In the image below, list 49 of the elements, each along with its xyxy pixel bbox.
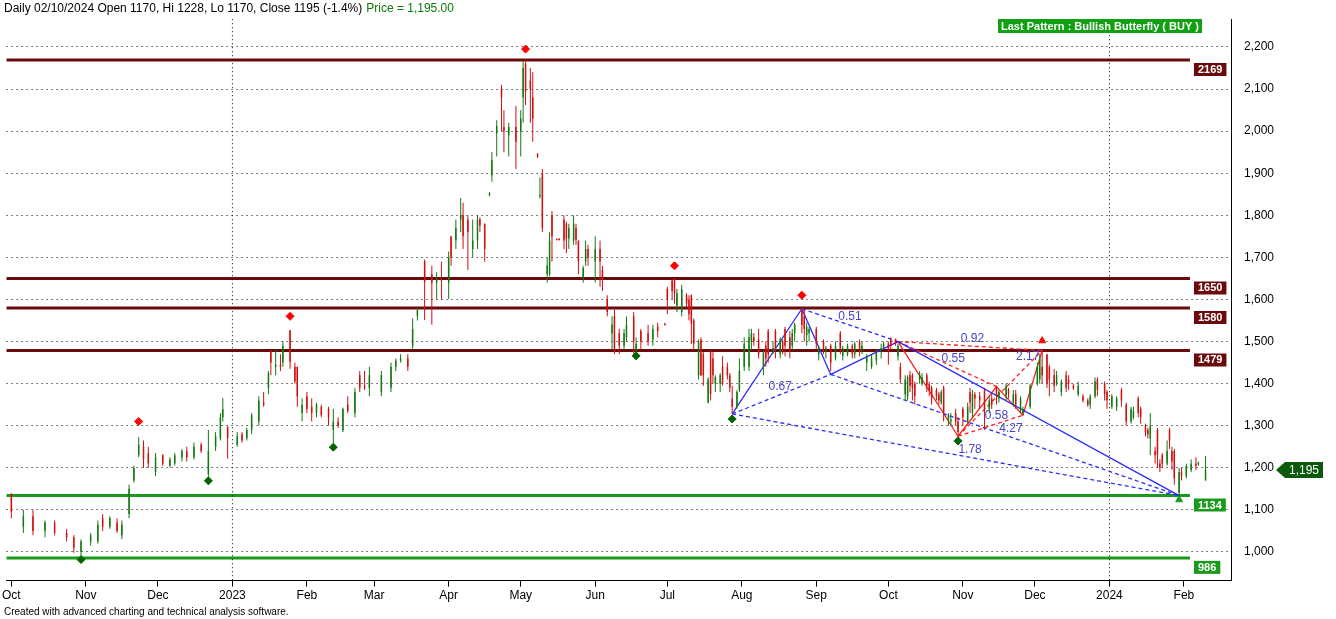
annotation: 0.67 <box>768 378 793 393</box>
x-tick-label: Oct <box>879 588 899 603</box>
annotation: 1.78 <box>958 441 983 456</box>
ref-line-label: 1479 <box>1197 353 1223 366</box>
x-tick-label: Aug <box>731 588 753 603</box>
x-tick-label: Oct <box>2 588 22 603</box>
x-tick-label: Nov <box>75 588 97 603</box>
y-tick-label: 2,000 <box>1243 123 1275 138</box>
x-tick-label: Apr <box>439 588 459 603</box>
x-tick-label: Feb <box>1173 588 1195 603</box>
chart-subtitle: Price = 1,195.00 <box>366 1 455 16</box>
y-tick-label: 1,800 <box>1243 207 1275 222</box>
annotation: 0.51 <box>838 309 862 324</box>
annotation: Last Pattern : Bullish Butterfly ( BUY ) <box>1001 19 1200 32</box>
annotation: 2.17 <box>1016 349 1040 364</box>
y-tick-label: 1,300 <box>1243 418 1275 433</box>
y-tick-label: 1,400 <box>1243 375 1275 390</box>
y-tick-label: 1,700 <box>1243 249 1275 264</box>
x-tick-label: Dec <box>1024 588 1046 603</box>
text: 1,195 <box>1288 462 1320 477</box>
x-tick-label: Mar <box>363 588 385 603</box>
ref-line-label: 986 <box>1197 560 1217 573</box>
y-tick-label: 1,000 <box>1243 544 1275 559</box>
annotation: 0.58 <box>984 407 1009 422</box>
x-tick-label: Jul <box>659 588 675 603</box>
y-tick-label: 2,200 <box>1243 39 1275 54</box>
y-tick-label: 1,600 <box>1243 291 1275 306</box>
y-tick-label: 1,100 <box>1243 502 1275 517</box>
x-tick-label: Dec <box>147 588 169 603</box>
x-tick-label: Nov <box>952 588 974 603</box>
ref-line-label: 1134 <box>1197 498 1223 511</box>
y-tick-label: 1,200 <box>1243 460 1275 475</box>
annotation: 0.55 <box>941 351 966 366</box>
x-tick-label: Jun <box>585 588 605 603</box>
annotation: 4.27 <box>999 421 1023 436</box>
x-tick-label: Sep <box>805 588 828 603</box>
ref-line-label: 1580 <box>1197 310 1223 323</box>
y-tick-label: 1,500 <box>1243 333 1275 348</box>
annotation: 0.92 <box>960 330 985 345</box>
y-tick-label: 2,100 <box>1243 81 1275 96</box>
chart-title: Daily 02/10/2024 Open 1170, Hi 1228, Lo 1170, Close 1195 (-1.4%) <box>4 1 363 16</box>
x-tick-label: 2023 <box>219 588 247 603</box>
x-tick-label: 2024 <box>1096 588 1124 603</box>
text: Created with advanced charting and technical analysis software. <box>4 605 289 617</box>
ref-line-label: 1650 <box>1197 281 1223 294</box>
x-tick-label: May <box>509 588 533 603</box>
ref-line-label: 2169 <box>1197 63 1223 76</box>
x-tick-label: Feb <box>296 588 318 603</box>
y-tick-label: 1,900 <box>1243 165 1275 180</box>
